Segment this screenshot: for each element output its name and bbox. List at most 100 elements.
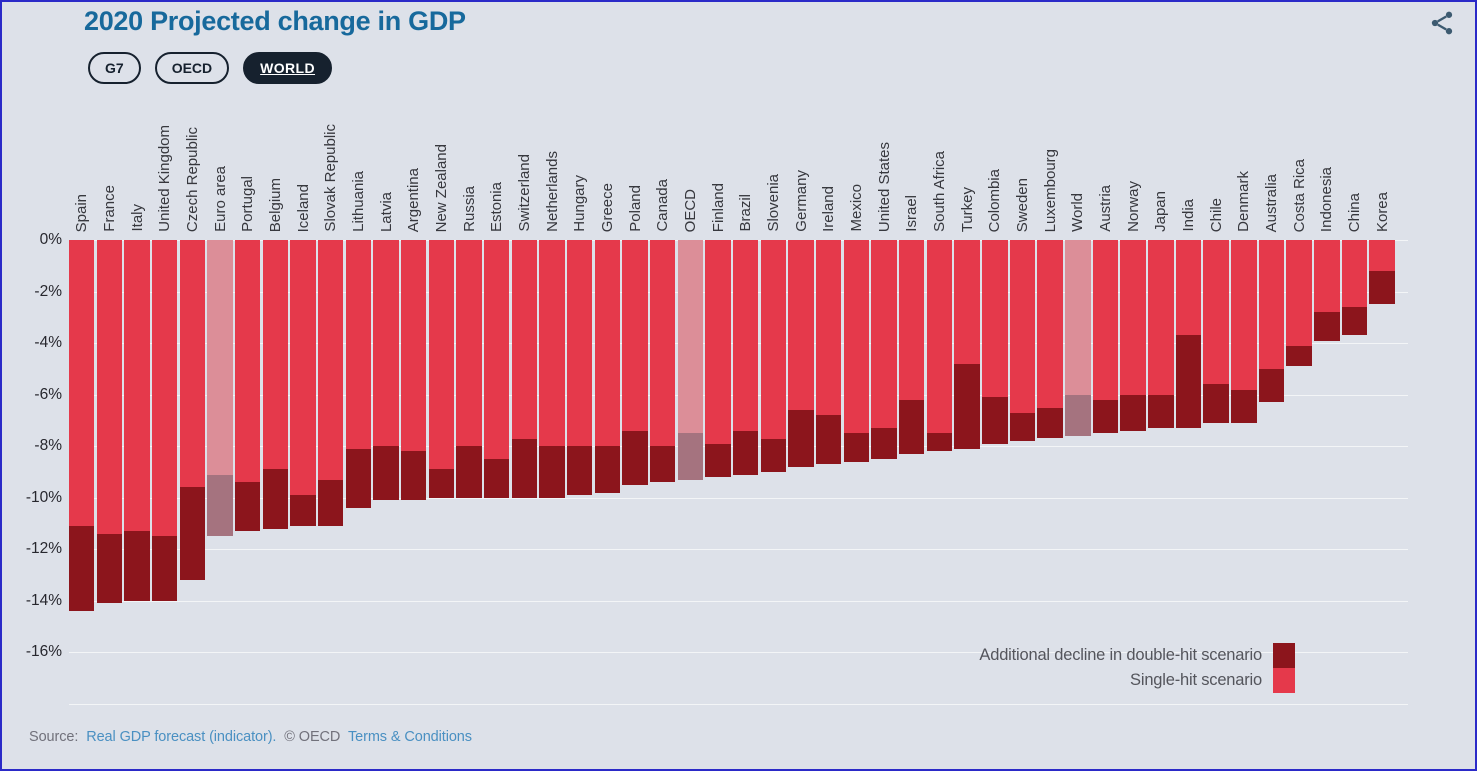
- bar-double-hit-slovenia[interactable]: [760, 438, 787, 472]
- bar-double-hit-australia[interactable]: [1258, 368, 1285, 403]
- bar-double-hit-greece[interactable]: [594, 446, 621, 493]
- bar-double-hit-russia[interactable]: [456, 446, 482, 498]
- bar-single-hit-euro-area[interactable]: [207, 240, 233, 475]
- bar-single-hit-slovenia[interactable]: [760, 240, 787, 439]
- bar-double-hit-estonia[interactable]: [484, 459, 510, 498]
- bar-double-hit-ireland[interactable]: [816, 415, 842, 465]
- bar-single-hit-australia[interactable]: [1258, 240, 1285, 369]
- bar-single-hit-colombia[interactable]: [982, 240, 1008, 398]
- bar-double-hit-turkey[interactable]: [954, 363, 980, 449]
- bar-double-hit-world[interactable]: [1065, 394, 1091, 436]
- bar-single-hit-lithuania[interactable]: [345, 240, 372, 449]
- bar-single-hit-norway[interactable]: [1120, 240, 1146, 395]
- bar-double-hit-mexico[interactable]: [843, 433, 870, 462]
- bar-single-hit-russia[interactable]: [456, 240, 482, 447]
- bar-double-hit-lithuania[interactable]: [345, 448, 372, 509]
- bar-double-hit-sweden[interactable]: [1009, 412, 1036, 442]
- bar-double-hit-spain[interactable]: [69, 526, 95, 612]
- bar-single-hit-new-zealand[interactable]: [428, 240, 455, 470]
- bar-single-hit-estonia[interactable]: [484, 240, 510, 460]
- bar-double-hit-costa-rica[interactable]: [1286, 345, 1312, 367]
- bar-single-hit-mexico[interactable]: [843, 240, 870, 434]
- bar-double-hit-israel[interactable]: [899, 399, 925, 454]
- share-icon[interactable]: [1428, 9, 1456, 37]
- bar-single-hit-switzerland[interactable]: [511, 240, 538, 439]
- bar-double-hit-switzerland[interactable]: [511, 438, 538, 498]
- bar-double-hit-austria[interactable]: [1092, 399, 1119, 434]
- bar-single-hit-austria[interactable]: [1092, 240, 1119, 400]
- bar-double-hit-oecd[interactable]: [677, 433, 704, 480]
- bar-double-hit-iceland[interactable]: [290, 495, 316, 527]
- bar-single-hit-indonesia[interactable]: [1314, 240, 1340, 313]
- bar-double-hit-slovak-republic[interactable]: [318, 479, 344, 527]
- bar-double-hit-colombia[interactable]: [982, 397, 1008, 444]
- bar-single-hit-china[interactable]: [1341, 240, 1368, 308]
- source-link-terms[interactable]: Terms & Conditions: [347, 729, 472, 745]
- tab-world[interactable]: WORLD: [243, 52, 333, 84]
- bar-single-hit-japan[interactable]: [1148, 240, 1174, 395]
- bar-single-hit-sweden[interactable]: [1009, 240, 1036, 413]
- bar-single-hit-germany[interactable]: [788, 240, 814, 411]
- bar-single-hit-israel[interactable]: [899, 240, 925, 400]
- bar-single-hit-spain[interactable]: [69, 240, 95, 527]
- bar-single-hit-united-states[interactable]: [871, 240, 897, 429]
- bar-single-hit-united-kingdom[interactable]: [152, 240, 178, 537]
- bar-single-hit-luxembourg[interactable]: [1037, 240, 1063, 408]
- bar-single-hit-costa-rica[interactable]: [1286, 240, 1312, 346]
- bar-single-hit-iceland[interactable]: [290, 240, 316, 496]
- bar-single-hit-world[interactable]: [1065, 240, 1091, 395]
- bar-double-hit-finland[interactable]: [705, 443, 731, 478]
- bar-double-hit-poland[interactable]: [622, 430, 648, 485]
- bar-single-hit-slovak-republic[interactable]: [318, 240, 344, 480]
- bar-double-hit-czech-republic[interactable]: [179, 487, 206, 581]
- bar-double-hit-canada[interactable]: [650, 446, 676, 483]
- bar-double-hit-united-states[interactable]: [871, 428, 897, 460]
- bar-double-hit-chile[interactable]: [1203, 384, 1229, 424]
- bar-double-hit-netherlands[interactable]: [539, 446, 565, 498]
- bar-single-hit-italy[interactable]: [124, 240, 150, 532]
- bar-double-hit-france[interactable]: [96, 533, 123, 604]
- bar-single-hit-chile[interactable]: [1203, 240, 1229, 385]
- bar-double-hit-germany[interactable]: [788, 410, 814, 467]
- bar-double-hit-united-kingdom[interactable]: [152, 536, 178, 601]
- bar-single-hit-argentina[interactable]: [401, 240, 427, 452]
- bar-double-hit-brazil[interactable]: [733, 430, 759, 475]
- bar-single-hit-greece[interactable]: [594, 240, 621, 447]
- bar-single-hit-oecd[interactable]: [677, 240, 704, 434]
- tab-oecd[interactable]: OECD: [154, 52, 230, 84]
- bar-double-hit-argentina[interactable]: [401, 451, 427, 501]
- bar-single-hit-poland[interactable]: [622, 240, 648, 431]
- bar-double-hit-belgium[interactable]: [262, 469, 289, 529]
- bar-double-hit-new-zealand[interactable]: [428, 469, 455, 498]
- bar-single-hit-hungary[interactable]: [567, 240, 593, 447]
- bar-double-hit-china[interactable]: [1341, 307, 1368, 336]
- tab-g7[interactable]: G7: [88, 52, 141, 84]
- bar-double-hit-hungary[interactable]: [567, 446, 593, 496]
- bar-double-hit-italy[interactable]: [124, 531, 150, 601]
- bar-double-hit-latvia[interactable]: [373, 446, 399, 501]
- bar-single-hit-france[interactable]: [96, 240, 123, 534]
- bar-single-hit-netherlands[interactable]: [539, 240, 565, 447]
- bar-single-hit-latvia[interactable]: [373, 240, 399, 447]
- bar-double-hit-portugal[interactable]: [235, 482, 261, 532]
- bar-single-hit-turkey[interactable]: [954, 240, 980, 364]
- bar-single-hit-brazil[interactable]: [733, 240, 759, 431]
- bar-double-hit-euro-area[interactable]: [207, 474, 233, 537]
- source-link-real-gdp[interactable]: Real GDP forecast (indicator).: [86, 729, 277, 745]
- bar-single-hit-czech-republic[interactable]: [179, 240, 206, 488]
- bar-double-hit-india[interactable]: [1175, 335, 1202, 429]
- bar-single-hit-belgium[interactable]: [262, 240, 289, 470]
- bar-single-hit-india[interactable]: [1175, 240, 1202, 336]
- bar-single-hit-finland[interactable]: [705, 240, 731, 444]
- bar-double-hit-indonesia[interactable]: [1314, 312, 1340, 341]
- bar-single-hit-portugal[interactable]: [235, 240, 261, 483]
- bar-single-hit-korea[interactable]: [1369, 240, 1395, 271]
- bar-single-hit-ireland[interactable]: [816, 240, 842, 416]
- bar-single-hit-south-africa[interactable]: [926, 240, 953, 434]
- bar-double-hit-denmark[interactable]: [1231, 389, 1257, 424]
- bar-single-hit-canada[interactable]: [650, 240, 676, 447]
- bar-double-hit-korea[interactable]: [1369, 270, 1395, 305]
- bar-double-hit-south-africa[interactable]: [926, 433, 953, 452]
- bar-double-hit-norway[interactable]: [1120, 394, 1146, 431]
- bar-double-hit-japan[interactable]: [1148, 394, 1174, 429]
